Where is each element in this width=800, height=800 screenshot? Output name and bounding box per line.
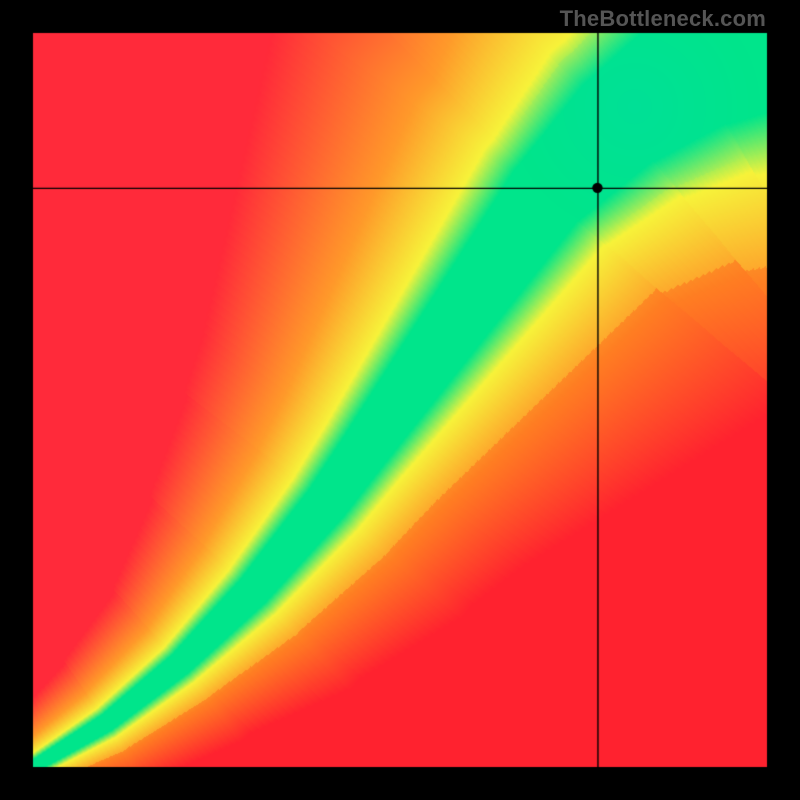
bottleneck-heatmap: [0, 0, 800, 800]
watermark-text: TheBottleneck.com: [560, 6, 766, 32]
chart-container: TheBottleneck.com: [0, 0, 800, 800]
